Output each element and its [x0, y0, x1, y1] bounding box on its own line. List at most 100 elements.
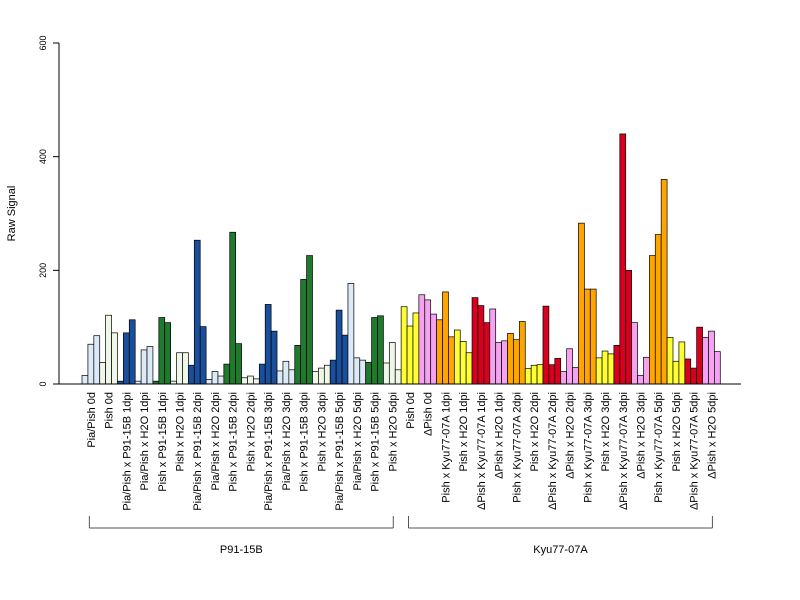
- bar: [371, 317, 378, 385]
- bar: [264, 304, 272, 385]
- bar: [288, 369, 296, 385]
- y-tick-label: 0: [38, 381, 48, 386]
- category-label: ΔPish x H2O 3dpi: [635, 392, 647, 479]
- bar: [654, 234, 662, 385]
- bar: [182, 352, 189, 385]
- bar: [696, 326, 703, 385]
- bar: [448, 336, 455, 385]
- bar: [176, 352, 183, 385]
- bar: [613, 345, 621, 385]
- category-label: Pia/Pish x H2O 2dpi: [210, 392, 222, 490]
- bar: [359, 359, 367, 385]
- bar: [323, 364, 331, 385]
- bars: [81, 133, 721, 385]
- category-label: Pish x H2O 3dpi: [600, 392, 612, 471]
- category-label: ΔPish x Kyu77-07A 3dpi: [618, 392, 630, 510]
- category-label: Pia/Pish x P91-15B 1dpi: [121, 392, 133, 511]
- category-label: Pish x P91-15B 2dpi: [228, 392, 240, 492]
- bar: [205, 379, 213, 385]
- bar: [483, 322, 491, 385]
- bar: [554, 358, 562, 385]
- bar: [489, 308, 497, 385]
- bar: [341, 334, 349, 385]
- bar: [158, 317, 166, 385]
- bar: [714, 351, 721, 385]
- bar: [329, 359, 337, 385]
- bar: [383, 362, 390, 385]
- bar: [542, 305, 550, 385]
- bar: [294, 345, 302, 385]
- bar: [377, 315, 384, 385]
- category-label: Pish x H2O 2dpi: [245, 392, 257, 471]
- bar: [548, 364, 556, 385]
- bar: [318, 367, 325, 385]
- category-label: Pish x H2O 1dpi: [175, 392, 187, 471]
- y-axis-title: Raw Signal: [6, 186, 18, 242]
- category-label: Pish x Kyu77-07A 5dpi: [653, 392, 665, 503]
- y-tick-label: 200: [38, 263, 48, 278]
- category-label: Pish x Kyu77-07A 1dpi: [440, 392, 452, 503]
- bar: [453, 329, 461, 385]
- bar: [471, 297, 479, 385]
- bar: [436, 319, 443, 385]
- category-labels: Pia/Pish 0d Pish 0d Pia/Pish x P91-15B 1dp…: [86, 392, 719, 511]
- bar: [347, 283, 355, 385]
- bar: [595, 357, 603, 385]
- bar: [530, 364, 538, 385]
- category-label: Pish x Kyu77-07A 3dpi: [582, 392, 594, 503]
- category-label: ΔPish x Kyu77-07A 1dpi: [476, 392, 488, 510]
- bar: [583, 288, 591, 385]
- category-label: ΔPish x Kyu77-07A 2dpi: [547, 392, 559, 510]
- bar: [335, 309, 343, 385]
- category-label: Pish x Kyu77-07A 2dpi: [511, 392, 523, 503]
- bar: [412, 312, 420, 385]
- category-label: Pia/Pish x H2O 3dpi: [281, 392, 293, 490]
- bar: [601, 350, 609, 385]
- bar: [193, 239, 201, 385]
- bar: [270, 330, 278, 385]
- category-label: ΔPish x H2O 1dpi: [494, 392, 506, 479]
- bar: [211, 371, 219, 385]
- bar: [690, 367, 697, 385]
- category-label: Pish 0d: [405, 392, 417, 429]
- bar: [513, 339, 520, 385]
- category-label: Pish x P91-15B 5dpi: [370, 392, 382, 492]
- bar: [643, 356, 650, 385]
- group-brackets: P91-15B Kyu77-07A: [88, 516, 713, 556]
- bar: [300, 279, 307, 385]
- bar: [507, 333, 514, 385]
- bar: [229, 231, 237, 385]
- bar: [123, 332, 130, 385]
- bar: [424, 299, 432, 385]
- bar: [93, 335, 101, 385]
- category-label: Pia/Pish x P91-15B 2dpi: [192, 392, 204, 511]
- bar: [258, 363, 266, 385]
- bar: [105, 314, 112, 385]
- y-tick-label: 400: [38, 149, 48, 164]
- bar: [536, 364, 544, 385]
- category-label: Pia/Pish x H2O 1dpi: [139, 392, 151, 490]
- bar: [400, 306, 408, 385]
- category-label: Pish x P91-15B 3dpi: [299, 392, 311, 492]
- bar: [247, 375, 254, 385]
- bar: [241, 377, 248, 385]
- group-label: Kyu77-07A: [533, 544, 588, 556]
- category-label: ΔPish x Kyu77-07A 5dpi: [689, 392, 701, 510]
- bar: [518, 321, 526, 385]
- bar: [199, 326, 207, 385]
- bar: [388, 342, 396, 385]
- category-label: Pish x H2O 1dpi: [458, 392, 470, 471]
- bar: [684, 358, 692, 385]
- bar: [223, 363, 231, 385]
- bar: [607, 353, 615, 385]
- bar: [306, 255, 313, 385]
- bar: [99, 362, 106, 385]
- bar: [276, 370, 284, 385]
- bar: [164, 322, 172, 385]
- bar: [619, 133, 627, 385]
- bar: [708, 330, 715, 385]
- bar: [394, 369, 402, 385]
- y-tick-label: 600: [38, 35, 48, 50]
- bar: [566, 348, 573, 385]
- bar: [637, 375, 644, 385]
